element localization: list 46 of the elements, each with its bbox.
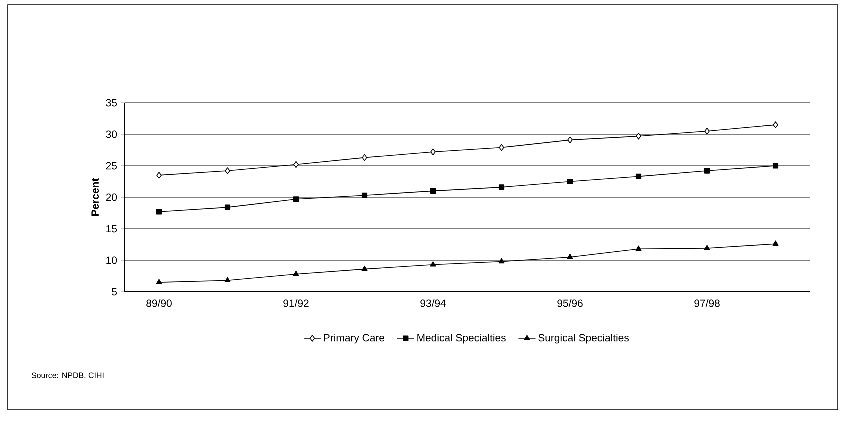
point	[704, 128, 710, 135]
y-tick-label: 25	[106, 162, 118, 170]
point	[224, 204, 231, 210]
point	[294, 161, 299, 168]
point	[704, 245, 710, 250]
point	[567, 178, 574, 185]
point	[156, 209, 162, 215]
legend-label: Primary Care	[324, 334, 385, 344]
x-tick-label: 93/94	[420, 300, 446, 308]
point	[636, 174, 642, 180]
y-axis-title: Percent	[92, 178, 100, 216]
point	[772, 163, 779, 169]
point	[636, 246, 642, 252]
point	[293, 196, 300, 202]
x-tick-label: 95/96	[558, 300, 583, 308]
y-tick-label: 20	[106, 194, 118, 202]
y-tick-label: 15	[106, 225, 118, 233]
point	[772, 240, 779, 246]
y-tick-label: 10	[106, 256, 118, 264]
point	[430, 148, 436, 156]
point	[568, 136, 573, 144]
point	[156, 172, 162, 179]
point	[362, 192, 368, 198]
point	[499, 144, 504, 152]
y-tick-label: 30	[106, 130, 118, 138]
point	[498, 184, 505, 190]
x-tick-label: 89/90	[146, 300, 172, 308]
point	[567, 254, 574, 260]
y-tick-label: 5	[112, 288, 118, 296]
point	[362, 154, 368, 162]
x-tick-label: 91/92	[284, 300, 309, 308]
point	[430, 262, 436, 267]
point	[362, 266, 368, 272]
point	[224, 277, 231, 283]
point	[636, 133, 642, 140]
point	[498, 258, 505, 264]
y-tick-label: 35	[106, 99, 118, 107]
point	[773, 122, 778, 128]
point	[225, 168, 230, 174]
point	[704, 168, 710, 174]
legend-label: Medical Specialties	[418, 334, 506, 344]
x-tick-label: 97/98	[694, 300, 720, 308]
point	[156, 279, 162, 284]
point	[430, 188, 436, 194]
point	[293, 270, 300, 276]
legend-label: Surgical Specialties	[538, 334, 630, 344]
